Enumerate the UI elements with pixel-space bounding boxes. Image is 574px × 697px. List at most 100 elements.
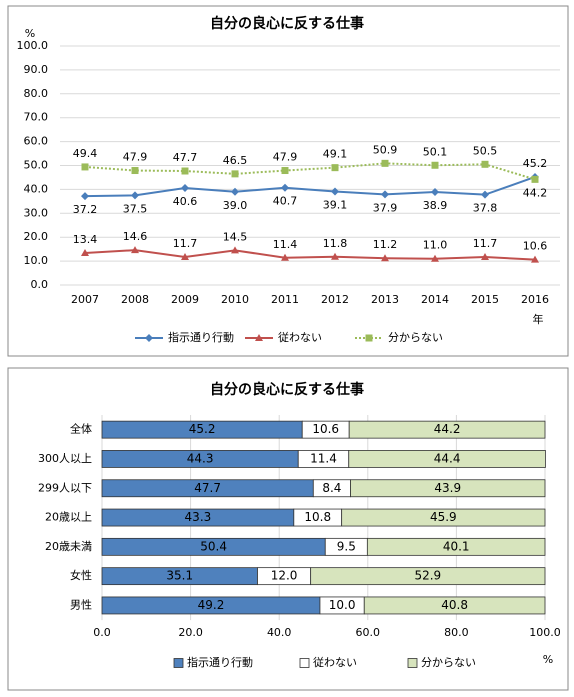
marker — [531, 255, 539, 263]
y-tick-label: 60.0 — [24, 135, 49, 148]
y-tick-label: 全体 — [70, 422, 92, 436]
marker — [481, 253, 489, 261]
x-tick-label: 0.0 — [93, 626, 111, 639]
y-tick-label: 男性 — [70, 597, 92, 611]
legend-label: 従わない — [278, 331, 322, 344]
data-label: 46.5 — [223, 154, 248, 167]
x-tick-label: 2009 — [171, 293, 199, 306]
y-tick-label: 100.0 — [17, 39, 49, 52]
x-tick-label: 2008 — [121, 293, 149, 306]
data-label: 45.2 — [523, 157, 548, 170]
data-label: 11.4 — [273, 238, 298, 251]
legend-label: 指示通り行動 — [168, 330, 234, 344]
data-label: 11.7 — [173, 237, 198, 250]
marker — [81, 192, 89, 201]
y-tick-label: 20歳以上 — [45, 511, 92, 524]
data-label: 47.7 — [173, 151, 198, 164]
data-label: 50.9 — [373, 143, 398, 156]
series-line — [84, 176, 536, 198]
data-label: 14.6 — [123, 230, 148, 243]
x-tick-label: 60.0 — [356, 626, 381, 639]
data-label: 10.6 — [523, 240, 548, 253]
chart-frame — [7, 5, 569, 357]
legend-swatch — [173, 658, 184, 668]
y-tick-label: 20.0 — [24, 230, 49, 243]
data-label: 40.1 — [443, 539, 470, 553]
data-label: 43.9 — [434, 481, 461, 495]
marker — [431, 254, 439, 262]
legend-marker — [145, 334, 153, 342]
x-tick-label: 2016 — [521, 293, 549, 306]
data-label: 39.0 — [223, 199, 248, 212]
data-label: 44.2 — [523, 186, 548, 199]
y-tick-label: 女性 — [70, 568, 92, 582]
data-label: 37.5 — [123, 202, 148, 215]
data-label: 50.5 — [473, 144, 498, 157]
x-tick-label: 2010 — [221, 293, 249, 306]
bar-segment — [348, 420, 546, 439]
data-label: 11.4 — [310, 451, 337, 465]
marker — [481, 190, 489, 199]
y-axis-label: % — [25, 27, 35, 40]
data-label: 52.9 — [414, 569, 441, 583]
marker — [181, 183, 189, 192]
data-label: 50.4 — [200, 539, 227, 553]
series-line — [84, 162, 536, 181]
bar-segment — [366, 537, 546, 556]
marker — [231, 187, 239, 196]
x-tick-label: 40.0 — [267, 626, 292, 639]
chart-title: 自分の良心に反する仕事 — [210, 381, 364, 398]
y-tick-label: 30.0 — [24, 206, 49, 219]
data-label: 11.2 — [373, 238, 398, 251]
y-tick-label: 90.0 — [24, 63, 49, 76]
marker — [281, 253, 289, 261]
marker — [131, 191, 139, 200]
data-label: 40.6 — [173, 195, 198, 208]
marker — [181, 253, 189, 261]
data-label: 37.2 — [73, 203, 98, 216]
legend-swatch — [407, 658, 418, 668]
data-label: 40.7 — [273, 195, 298, 208]
legend-marker — [255, 334, 263, 341]
data-label: 44.2 — [434, 422, 461, 436]
series-line — [84, 249, 536, 261]
x-tick-label: 80.0 — [444, 626, 469, 639]
data-label: 47.7 — [194, 481, 221, 495]
marker — [331, 252, 339, 260]
data-label: 38.9 — [423, 199, 448, 212]
data-label: 10.8 — [304, 510, 331, 524]
bar-segment — [363, 596, 546, 615]
bar-segment — [348, 450, 546, 468]
data-label: 49.2 — [198, 598, 225, 612]
x-tick-label: 2012 — [321, 293, 349, 306]
data-label: 13.4 — [73, 233, 98, 246]
data-label: 49.4 — [73, 147, 98, 160]
legend-label: 従わない — [313, 656, 357, 669]
y-tick-label: 20歳未満 — [45, 540, 92, 553]
marker — [181, 167, 189, 175]
marker — [131, 246, 139, 254]
marker — [281, 183, 289, 192]
marker — [381, 254, 389, 262]
bar-segment — [350, 479, 546, 498]
x-tick-label: 2015 — [471, 293, 499, 306]
x-tick-label: 2013 — [371, 293, 399, 306]
y-tick-label: 40.0 — [24, 182, 49, 195]
marker — [481, 160, 489, 168]
y-tick-label: 50.0 — [24, 159, 49, 172]
data-label: 14.5 — [223, 230, 248, 243]
data-label: 50.1 — [423, 145, 448, 158]
x-tick-label: 2011 — [271, 293, 299, 306]
marker — [531, 175, 539, 183]
y-tick-label: 70.0 — [24, 111, 49, 124]
x-tick-label: 20.0 — [178, 626, 203, 639]
data-label: 45.2 — [189, 422, 216, 436]
marker — [431, 188, 439, 197]
y-tick-label: 300人以上 — [38, 452, 92, 465]
marker — [331, 164, 339, 172]
x-axis-label: % — [543, 653, 553, 666]
data-label: 44.3 — [187, 451, 214, 465]
marker — [381, 190, 389, 199]
marker — [231, 246, 239, 254]
